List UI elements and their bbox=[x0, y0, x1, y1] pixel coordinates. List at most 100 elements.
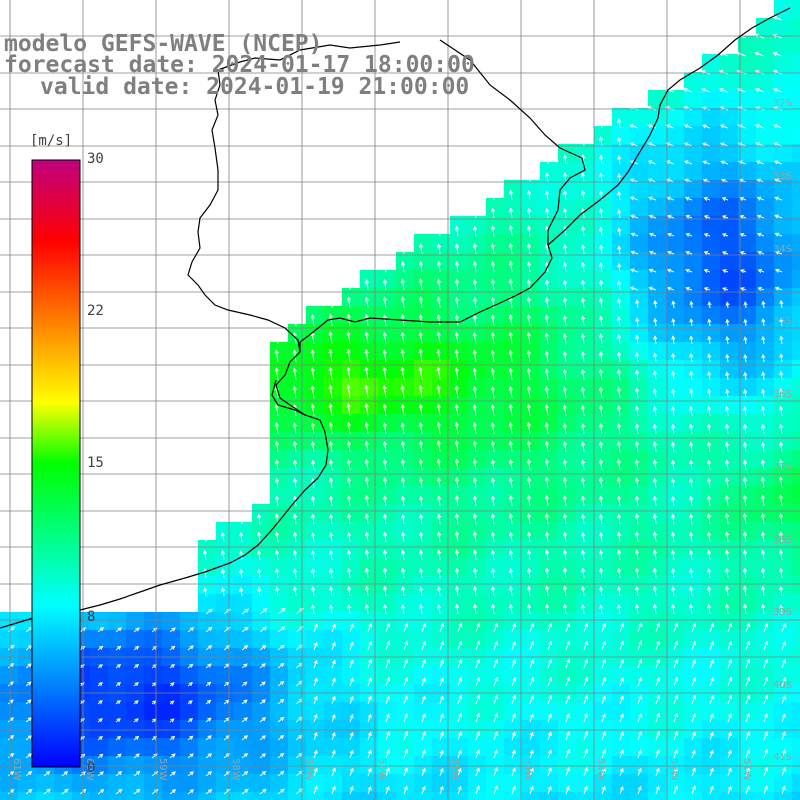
wind-arrow bbox=[739, 287, 747, 292]
field-cell bbox=[684, 414, 703, 433]
field-cell bbox=[270, 720, 289, 739]
wind-arrow bbox=[703, 287, 711, 292]
field-cell bbox=[684, 126, 703, 145]
field-cell bbox=[612, 288, 631, 307]
field-cell bbox=[576, 216, 595, 235]
wind-arrow bbox=[239, 568, 244, 579]
wind-arrow bbox=[773, 142, 783, 147]
wind-arrow bbox=[346, 440, 351, 453]
field-cell bbox=[396, 720, 415, 739]
wind-arrow bbox=[634, 513, 640, 525]
field-cell bbox=[738, 162, 757, 181]
field-cell bbox=[702, 756, 721, 775]
field-cell bbox=[684, 216, 703, 235]
field-cell bbox=[792, 540, 800, 559]
field-cell bbox=[594, 666, 613, 685]
wind-arrow bbox=[702, 160, 711, 165]
field-cell bbox=[702, 216, 721, 235]
colorbar bbox=[31, 159, 81, 768]
field-cell bbox=[486, 288, 505, 307]
wind-arrow bbox=[454, 296, 459, 309]
field-cell bbox=[198, 594, 217, 613]
wind-arrow bbox=[742, 585, 748, 597]
field-cell bbox=[756, 324, 775, 343]
wind-arrow bbox=[580, 279, 586, 291]
wind-arrow bbox=[616, 513, 622, 525]
wind-arrow bbox=[418, 296, 423, 309]
field-cell bbox=[396, 270, 415, 289]
field-cell bbox=[270, 756, 289, 775]
field-cell bbox=[684, 306, 703, 325]
field-cell bbox=[414, 522, 433, 541]
field-cell bbox=[558, 180, 577, 199]
field-cell bbox=[486, 612, 505, 631]
field-cell bbox=[612, 342, 631, 361]
field-cell bbox=[414, 504, 433, 523]
field-cell bbox=[738, 72, 757, 91]
field-cell bbox=[504, 666, 523, 685]
field-cell bbox=[594, 180, 613, 199]
wind-arrow bbox=[683, 124, 693, 129]
field-cell bbox=[702, 396, 721, 415]
field-cell bbox=[468, 252, 487, 271]
wind-arrow bbox=[580, 262, 586, 273]
field-cell bbox=[774, 216, 793, 235]
field-cell bbox=[648, 162, 667, 181]
wind-arrow bbox=[724, 512, 729, 525]
field-cell bbox=[198, 738, 217, 757]
field-cell bbox=[414, 414, 433, 433]
field-cell bbox=[774, 414, 793, 433]
field-cell bbox=[738, 594, 757, 613]
field-cell bbox=[468, 360, 487, 379]
wind-arrow bbox=[205, 608, 213, 615]
wind-arrow bbox=[653, 299, 658, 309]
wind-arrow bbox=[670, 477, 676, 489]
field-cell bbox=[360, 594, 379, 613]
wind-arrow bbox=[364, 494, 370, 507]
field-cell bbox=[360, 288, 379, 307]
field-cell bbox=[432, 252, 451, 271]
wind-arrow bbox=[364, 585, 370, 597]
field-cell bbox=[342, 666, 361, 685]
field-cell bbox=[270, 630, 289, 649]
field-cell bbox=[720, 108, 739, 127]
wind-arrow bbox=[490, 477, 496, 489]
wind-arrow bbox=[689, 318, 694, 327]
wind-arrow bbox=[653, 335, 658, 345]
wind-arrow bbox=[274, 331, 279, 345]
wind-arrow bbox=[544, 422, 549, 435]
field-cell bbox=[468, 792, 487, 800]
field-cell bbox=[468, 576, 487, 595]
field-cell bbox=[702, 234, 721, 253]
field-cell bbox=[468, 702, 487, 721]
field-cell bbox=[612, 756, 631, 775]
field-cell bbox=[738, 396, 757, 415]
field-cell bbox=[594, 612, 613, 631]
field-cell bbox=[378, 360, 397, 379]
wind-arrow bbox=[508, 331, 513, 345]
field-cell bbox=[450, 468, 469, 487]
field-cell bbox=[756, 378, 775, 397]
field-cell bbox=[414, 792, 433, 800]
field-cell bbox=[342, 738, 361, 757]
wind-arrow bbox=[364, 331, 369, 345]
field-cell bbox=[486, 306, 505, 325]
wind-arrow bbox=[257, 586, 262, 597]
field-cell bbox=[648, 468, 667, 487]
wind-arrow bbox=[328, 296, 333, 309]
wind-arrow bbox=[310, 403, 315, 417]
wind-arrow bbox=[544, 531, 550, 543]
field-cell bbox=[378, 468, 397, 487]
field-cell bbox=[666, 126, 685, 145]
field-cell bbox=[792, 270, 800, 289]
field-cell bbox=[792, 396, 800, 415]
field-cell bbox=[738, 360, 757, 379]
field-cell bbox=[612, 306, 631, 325]
field-cell bbox=[558, 288, 577, 307]
wind-arrow bbox=[667, 232, 675, 237]
field-cell bbox=[522, 702, 541, 721]
field-cell bbox=[288, 594, 307, 613]
wind-arrow bbox=[617, 227, 622, 237]
field-cell bbox=[630, 378, 649, 397]
wind-arrow bbox=[508, 349, 513, 363]
